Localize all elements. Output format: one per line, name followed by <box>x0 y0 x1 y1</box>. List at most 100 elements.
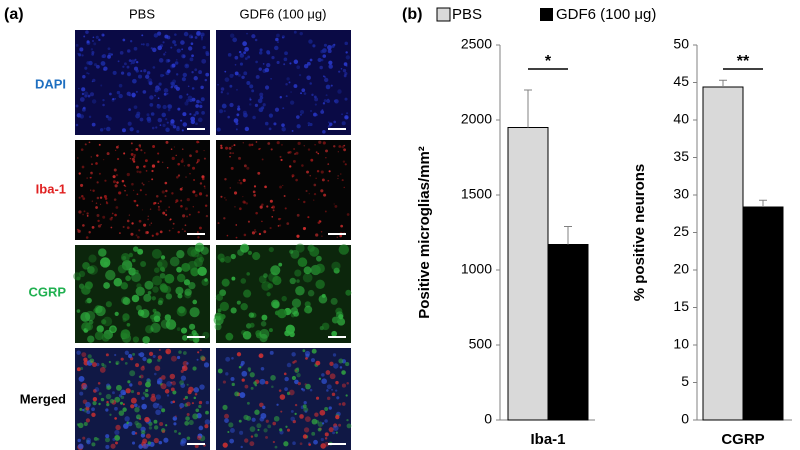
cell <box>346 112 349 115</box>
cell <box>254 229 256 231</box>
cell <box>103 66 108 71</box>
cell <box>185 416 190 421</box>
cell <box>105 301 112 308</box>
cell <box>87 354 92 359</box>
cell <box>341 145 345 149</box>
cell <box>289 331 295 338</box>
cell <box>237 107 241 111</box>
cell <box>328 406 332 410</box>
cell <box>148 351 154 356</box>
cell <box>285 82 288 86</box>
cell <box>324 210 327 213</box>
cell <box>135 113 140 119</box>
cell <box>263 428 268 433</box>
cell <box>184 101 189 106</box>
legend-swatch <box>436 7 451 22</box>
cell <box>165 293 173 300</box>
cell <box>273 415 280 422</box>
cell <box>251 143 254 147</box>
cell <box>151 234 154 237</box>
cell <box>158 348 161 352</box>
cell <box>249 98 252 101</box>
cell <box>112 175 116 179</box>
cell <box>96 154 99 157</box>
cell <box>133 199 137 203</box>
cell <box>182 214 186 218</box>
cell <box>166 69 171 73</box>
cell <box>129 370 136 377</box>
cell <box>99 196 103 199</box>
cell <box>174 43 177 47</box>
cell <box>194 193 198 197</box>
cell <box>78 172 81 175</box>
cell <box>158 58 164 63</box>
cell <box>238 179 241 182</box>
cell <box>126 65 130 69</box>
cell <box>281 127 286 132</box>
cell <box>220 146 223 150</box>
cell <box>311 93 314 97</box>
cell <box>192 413 199 420</box>
cell <box>335 431 338 434</box>
cell <box>164 273 175 284</box>
cell <box>204 204 208 207</box>
cell <box>335 307 343 315</box>
cell <box>281 123 285 127</box>
cell <box>317 421 324 427</box>
cell <box>138 375 142 378</box>
cell <box>254 433 258 438</box>
cell <box>181 129 184 132</box>
cell <box>327 121 330 124</box>
y-tick-label: 10 <box>673 336 689 352</box>
cell <box>293 30 297 34</box>
cell <box>154 201 157 205</box>
cell <box>105 408 109 412</box>
cell <box>157 160 160 164</box>
cell <box>170 355 177 362</box>
cell <box>80 366 84 371</box>
cell <box>248 369 251 372</box>
cell <box>242 330 252 340</box>
cell <box>292 441 296 445</box>
cell <box>335 389 338 392</box>
cell <box>165 424 168 427</box>
cell <box>243 233 247 237</box>
cell <box>126 72 132 77</box>
cell <box>161 161 164 164</box>
cell <box>75 43 79 47</box>
cell <box>113 168 117 172</box>
cell <box>264 121 269 126</box>
cell <box>92 189 95 193</box>
cell <box>240 360 245 365</box>
cell <box>106 403 110 407</box>
cell <box>332 353 337 357</box>
cell <box>194 36 198 39</box>
cell <box>75 104 79 108</box>
cell <box>95 162 98 165</box>
cell <box>104 179 107 182</box>
cell <box>95 305 106 317</box>
cell <box>78 196 81 199</box>
cell <box>295 369 298 372</box>
cell <box>127 121 132 126</box>
cell <box>176 73 179 76</box>
cell <box>82 197 86 200</box>
cell <box>198 226 202 230</box>
cell <box>81 92 85 96</box>
cell <box>284 207 287 210</box>
cell <box>230 428 235 433</box>
cell <box>159 266 165 272</box>
cell <box>167 108 171 112</box>
cell <box>196 31 201 37</box>
cell <box>220 144 223 147</box>
cell <box>204 424 209 429</box>
cell <box>268 113 274 118</box>
cell <box>144 416 150 423</box>
cell <box>170 81 175 86</box>
cell <box>82 106 86 110</box>
cell <box>79 97 85 102</box>
cell <box>255 211 258 215</box>
cell <box>236 300 241 305</box>
cell <box>88 254 97 263</box>
micrographs <box>73 30 352 450</box>
